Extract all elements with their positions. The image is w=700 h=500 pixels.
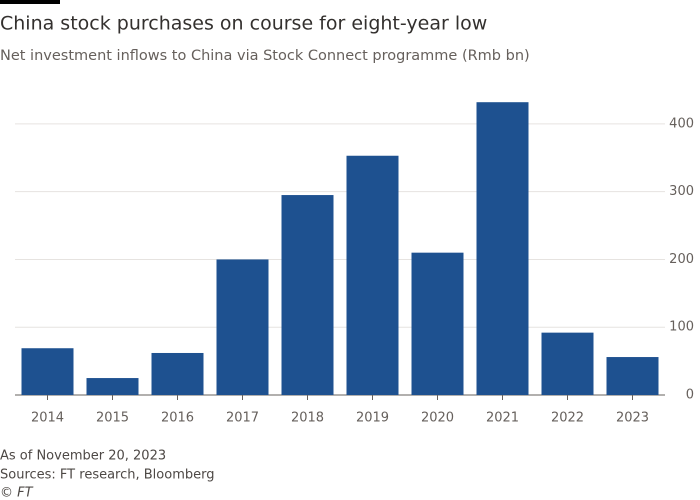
y-tick-label: 200: [669, 252, 694, 267]
chart-title: China stock purchases on course for eigh…: [0, 13, 487, 35]
x-tick-label: 2016: [161, 411, 194, 426]
source: Sources: FT research, Bloomberg: [0, 468, 214, 483]
bar: [281, 195, 334, 395]
x-tick-label: 2020: [421, 411, 454, 426]
bar: [411, 252, 464, 395]
bar: [86, 378, 139, 395]
bar: [346, 155, 399, 395]
x-tick-label: 2015: [96, 411, 129, 426]
x-tick-label: 2018: [291, 411, 324, 426]
brand-bar: [0, 0, 60, 4]
y-tick-label: 400: [669, 116, 694, 131]
x-tick-label: 2021: [486, 411, 519, 426]
bar: [606, 357, 659, 395]
x-tick-label: 2019: [356, 411, 389, 426]
bar: [476, 102, 529, 395]
bar: [216, 259, 269, 395]
chart-subtitle: Net investment inflows to China via Stoc…: [0, 48, 530, 64]
bar: [151, 352, 204, 395]
y-tick-label: 100: [669, 320, 694, 335]
x-tick-label: 2017: [226, 411, 259, 426]
bar: [541, 332, 594, 395]
bar: [21, 348, 74, 395]
x-tick-label: 2023: [616, 411, 649, 426]
x-tick-label: 2022: [551, 411, 584, 426]
x-tick-label: 2014: [31, 411, 64, 426]
y-tick-label: 0: [686, 388, 694, 403]
note: As of November 20, 2023: [0, 449, 166, 464]
y-tick-label: 300: [669, 184, 694, 199]
credit: © FT: [0, 486, 34, 500]
